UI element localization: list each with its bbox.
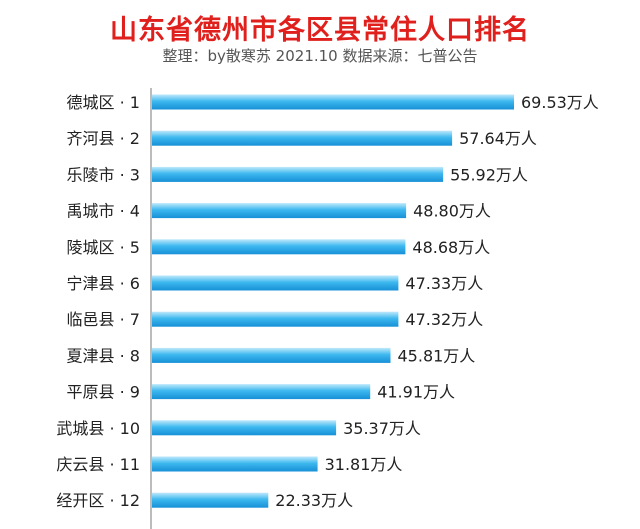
bar [152, 275, 399, 291]
bar [152, 347, 391, 363]
category-label: 德城区 · 1 [67, 93, 140, 112]
data-label: 45.81万人 [398, 346, 476, 365]
bar [152, 166, 444, 182]
category-label: 夏津县 · 8 [67, 346, 140, 365]
category-label: 乐陵市 · 3 [67, 165, 140, 184]
category-label: 宁津县 · 6 [67, 274, 140, 293]
data-label: 47.32万人 [405, 310, 483, 329]
data-label: 69.53万人 [521, 93, 599, 112]
bar [152, 203, 407, 219]
bar [152, 130, 453, 146]
data-label: 47.33万人 [405, 274, 483, 293]
bar [152, 94, 514, 110]
category-label: 经开区 · 12 [56, 491, 140, 510]
bar [152, 311, 399, 327]
data-label: 55.92万人 [450, 165, 528, 184]
chart-subtitle: 整理：by散寒苏 2021.10 数据来源：七普公告 [162, 47, 478, 65]
bar [152, 420, 337, 436]
data-label: 31.81万人 [325, 455, 403, 474]
bar [152, 456, 318, 472]
category-label: 临邑县 · 7 [67, 310, 140, 329]
category-label: 庆云县 · 11 [56, 455, 140, 474]
data-label: 48.80万人 [413, 202, 491, 221]
data-label: 41.91万人 [377, 383, 455, 402]
category-label: 禹城市 · 4 [67, 202, 140, 221]
category-label: 陵城区 · 5 [67, 238, 140, 257]
data-label: 22.33万人 [275, 491, 353, 510]
data-label: 48.68万人 [412, 238, 490, 257]
bar [152, 239, 406, 255]
data-label: 57.64万人 [459, 129, 537, 148]
category-label: 齐河县 · 2 [67, 129, 140, 148]
bar [152, 384, 371, 400]
chart-title: 山东省德州市各区县常住人口排名 [110, 15, 530, 46]
category-label: 平原县 · 9 [67, 383, 140, 402]
category-label: 武城县 · 10 [56, 419, 140, 438]
data-label: 35.37万人 [343, 419, 421, 438]
bar [152, 492, 269, 508]
